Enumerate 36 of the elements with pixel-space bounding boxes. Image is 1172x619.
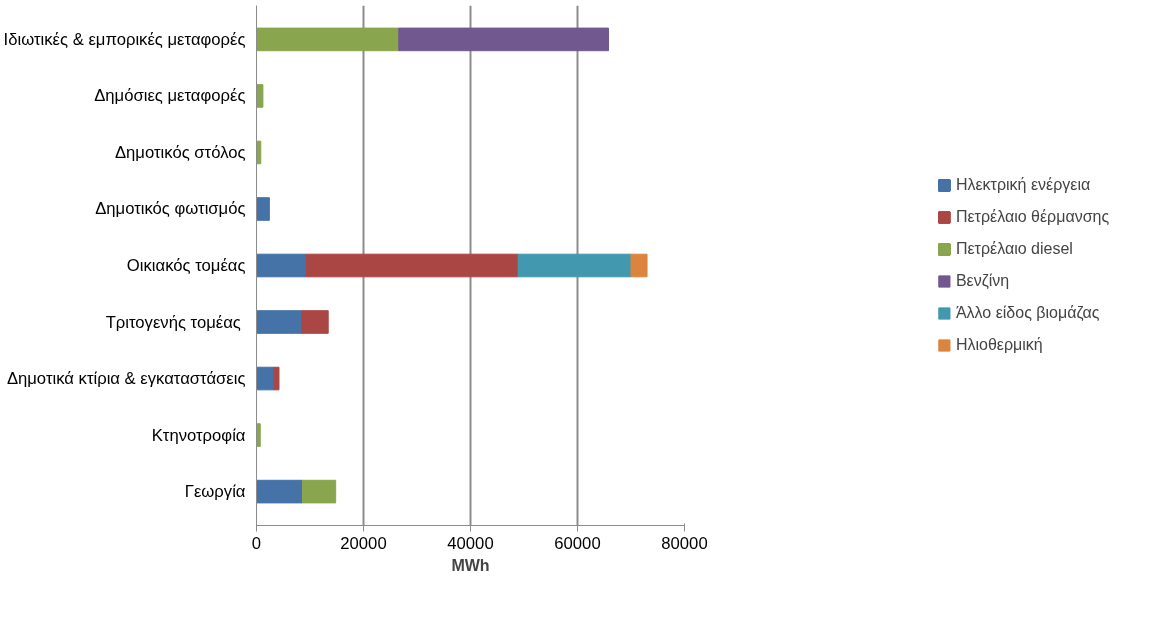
y-tick-label: Δημόσιες μεταφορές: [94, 86, 246, 106]
bar: [517, 253, 632, 278]
y-tick-label: Τριτογενής τομέας: [105, 312, 241, 332]
bar: [256, 253, 307, 278]
legend-label: Ηλιοθερμική: [955, 336, 1043, 354]
bar: [256, 310, 303, 334]
legend-label: Άλλο είδος βιομάζας: [955, 304, 1100, 322]
y-tick-label: Δημοτικός στόλος: [114, 142, 246, 162]
y-tick-label: Δημοτικός φωτισμός: [95, 199, 246, 219]
y-tick-label: Οικιακός τομέας: [126, 256, 246, 275]
bar: [273, 366, 280, 391]
x-tick-label: 20000: [340, 533, 387, 553]
legend-label: Βενζίνη: [955, 272, 1010, 290]
bar: [256, 366, 275, 391]
bar: [301, 310, 329, 334]
bar: [256, 197, 270, 221]
bar: [302, 479, 337, 504]
legend-label: Πετρέλαιο diesel: [955, 240, 1073, 258]
y-tick-label: Κτηνοτροφία: [151, 425, 246, 445]
bar: [398, 27, 610, 52]
x-tick-label: 0: [251, 533, 262, 553]
bar: [305, 253, 519, 278]
bar: [256, 84, 264, 108]
x-axis-title: MWh: [451, 556, 490, 574]
bar: [256, 27, 400, 52]
x-tick-label: 80000: [661, 533, 708, 553]
y-tick-label: Γεωργία: [184, 482, 246, 502]
legend-label: Πετρέλαιο θέρμανσης: [955, 208, 1110, 226]
y-tick-label: Ιδιωτικές & εμπορικές μεταφορές: [3, 29, 246, 49]
bar: [256, 479, 304, 504]
bar: [630, 253, 648, 278]
x-tick-label: 40000: [447, 533, 494, 553]
y-tick-label: Δημοτικά κτίρια & εγκαταστάσεις: [6, 369, 246, 389]
x-tick-label: 60000: [554, 533, 601, 553]
legend-label: Ηλεκτρική ενέργεια: [955, 176, 1091, 194]
bar: [256, 423, 261, 447]
